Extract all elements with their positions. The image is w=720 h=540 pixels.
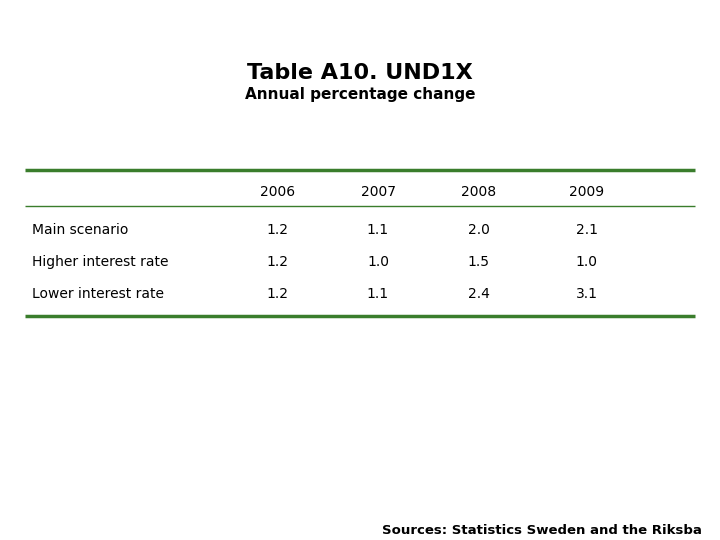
Text: 2007: 2007 [361,185,395,199]
Text: 1.2: 1.2 [266,287,288,301]
Text: Sources: Statistics Sweden and the Riksba: Sources: Statistics Sweden and the Riksb… [382,524,702,537]
Text: Higher interest rate: Higher interest rate [32,255,169,269]
Text: Lower interest rate: Lower interest rate [32,287,164,301]
Text: Annual percentage change: Annual percentage change [245,87,475,102]
Text: 1.1: 1.1 [367,222,389,237]
Text: 2.0: 2.0 [468,222,490,237]
Text: 1.0: 1.0 [367,255,389,269]
Text: Table A10. UND1X: Table A10. UND1X [247,63,473,83]
Text: 2006: 2006 [260,185,294,199]
Text: 2.1: 2.1 [576,222,598,237]
Text: 2009: 2009 [570,185,604,199]
Text: 1.5: 1.5 [468,255,490,269]
Text: 1.1: 1.1 [367,287,389,301]
Text: 1.0: 1.0 [576,255,598,269]
Text: Main scenario: Main scenario [32,222,129,237]
Text: 1.2: 1.2 [266,255,288,269]
Text: 2008: 2008 [462,185,496,199]
Text: 1.2: 1.2 [266,222,288,237]
Text: 3.1: 3.1 [576,287,598,301]
Text: 2.4: 2.4 [468,287,490,301]
Text: ✦ ✦ ✦
✦ ✦
✦: ✦ ✦ ✦ ✦ ✦ ✦ [652,28,669,45]
Text: SVERIGES
RIKSBANK: SVERIGES RIKSBANK [642,76,679,87]
